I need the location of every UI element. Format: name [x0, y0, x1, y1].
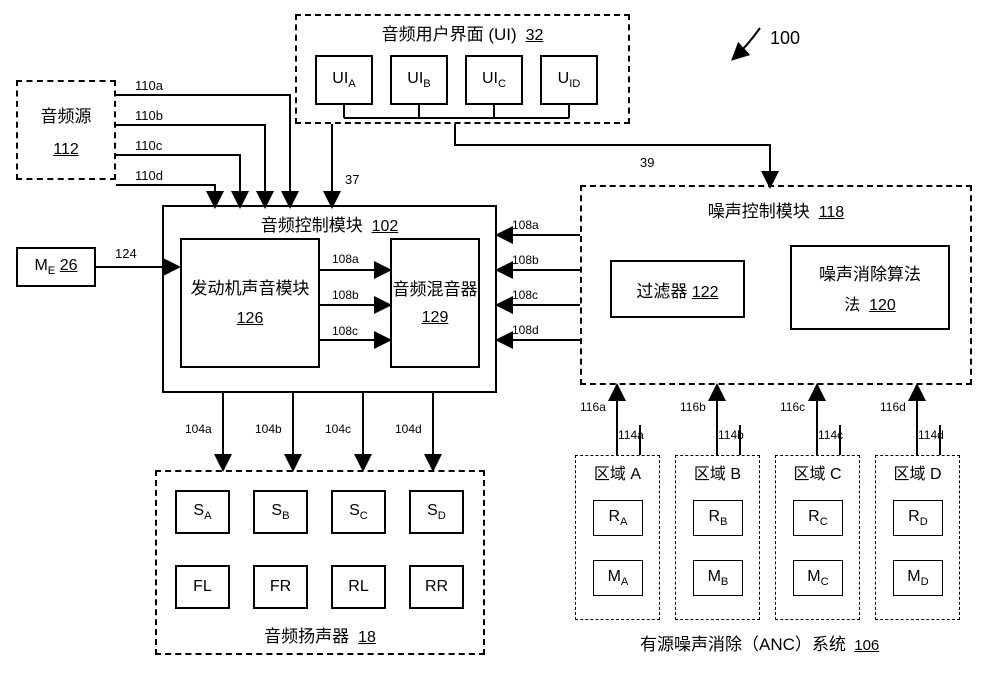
ac-module-title-row: 音频控制模块 102: [261, 211, 399, 236]
wire-110d: 110d: [135, 168, 163, 183]
ui-item-d: UID: [540, 55, 598, 105]
zone-b-r: RB: [693, 500, 743, 536]
wire-124: 124: [115, 246, 137, 261]
wire-em-108c: 108c: [332, 324, 358, 338]
zone-a-m: MA: [593, 560, 643, 596]
mixer-title: 音频混音器: [393, 279, 478, 300]
wire-nc-108a: 108a: [512, 218, 539, 232]
me-label: ME 26: [34, 257, 77, 277]
spk-sd: SD: [409, 490, 464, 534]
wire-114d: 114d: [918, 428, 944, 442]
wire-104d: 104d: [395, 422, 422, 436]
nc-module-title-row: 噪声控制模块 118: [708, 197, 844, 222]
spk-rr: RR: [409, 565, 464, 609]
wire-116b: 116b: [680, 400, 706, 414]
wire-116a: 116a: [580, 400, 606, 414]
wire-em-108a: 108a: [332, 252, 359, 266]
spk-sa: SA: [175, 490, 230, 534]
engine-module-title: 发动机声音模块: [191, 278, 310, 299]
wire-114a: 114a: [618, 428, 644, 442]
wire-110b: 110b: [135, 108, 163, 123]
mixer-ref: 129: [422, 309, 449, 327]
audio-source-box: 音频源 112: [16, 80, 116, 180]
ui-panel-title-row: 音频用户界面 (UI) 32: [382, 20, 544, 45]
mixer-module: 音频混音器 129: [390, 238, 480, 368]
wire-110a: 110a: [135, 78, 163, 93]
wire-39: 39: [640, 155, 654, 170]
engine-module: 发动机声音模块 126: [180, 238, 320, 368]
me-box: ME 26: [16, 247, 96, 287]
wire-104b: 104b: [255, 422, 282, 436]
audio-source-ref: 112: [53, 141, 79, 159]
nc-algo-box: 噪声消除算法 法 120: [790, 245, 950, 330]
diagram-root: 100 音频源 112 ME 26 124 音频用户界面 (UI) 32 UIA…: [0, 0, 1000, 677]
zone-d-r: RD: [893, 500, 943, 536]
ui-item-a: UIA: [315, 55, 373, 105]
engine-module-ref: 126: [237, 310, 264, 328]
filter-title-row: 过滤器 122: [636, 277, 718, 302]
wire-116c: 116c: [780, 400, 805, 414]
wire-114c: 114c: [818, 428, 843, 442]
zone-d-m: MD: [893, 560, 943, 596]
speakers-title-row: 音频扬声器 18: [264, 622, 376, 647]
spk-fl: FL: [175, 565, 230, 609]
wire-nc-108d: 108d: [512, 323, 539, 337]
zone-c-m: MC: [793, 560, 843, 596]
ui-item-c: UIC: [465, 55, 523, 105]
wire-104c: 104c: [325, 422, 351, 436]
wire-37: 37: [345, 172, 359, 187]
spk-rl: RL: [331, 565, 386, 609]
zone-a-r: RA: [593, 500, 643, 536]
audio-source-title: 音频源: [41, 102, 92, 127]
spk-sb: SB: [253, 490, 308, 534]
wire-110c: 110c: [135, 138, 162, 153]
wire-nc-108c: 108c: [512, 288, 538, 302]
wire-nc-108b: 108b: [512, 253, 539, 267]
filter-box: 过滤器 122: [610, 260, 745, 318]
ui-item-b: UIB: [390, 55, 448, 105]
zone-b-m: MB: [693, 560, 743, 596]
anc-title-row: 有源噪声消除（ANC）系统 106: [640, 630, 879, 655]
wire-em-108b: 108b: [332, 288, 359, 302]
nc-algo-title: 噪声消除算法: [819, 260, 921, 285]
wire-114b: 114b: [718, 428, 744, 442]
nc-algo-ref-row: 法 120: [844, 291, 896, 315]
zone-c-r: RC: [793, 500, 843, 536]
spk-sc: SC: [331, 490, 386, 534]
figure-number: 100: [770, 28, 800, 49]
spk-fr: FR: [253, 565, 308, 609]
wire-116d: 116d: [880, 400, 906, 414]
wire-104a: 104a: [185, 422, 212, 436]
